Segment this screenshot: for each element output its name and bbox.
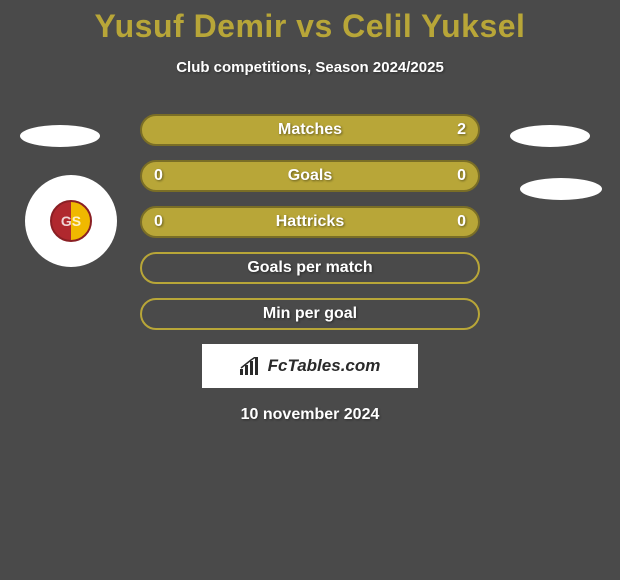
stat-right-value: 2	[457, 121, 466, 139]
stat-label: Min per goal	[263, 305, 357, 323]
stat-row-goals: 0 Goals 0	[140, 160, 480, 192]
stat-right-value: 0	[457, 167, 466, 185]
galatasaray-crest-icon	[50, 200, 92, 242]
stat-label: Goals	[288, 167, 332, 185]
player-left-club-badge	[48, 198, 94, 244]
page-title: Yusuf Demir vs Celil Yuksel	[0, 0, 620, 45]
player-left-avatar-placeholder	[20, 125, 100, 147]
fctables-logo: FcTables.com	[202, 344, 418, 388]
bar-chart-icon	[240, 357, 262, 375]
stat-row-matches: Matches 2	[140, 114, 480, 146]
stat-left-value: 0	[154, 167, 163, 185]
stat-row-goals-per-match: Goals per match	[140, 252, 480, 284]
stat-label: Hattricks	[276, 213, 344, 231]
stats-comparison-table: Matches 2 0 Goals 0 0 Hattricks 0 Goals …	[140, 114, 480, 330]
stat-label: Goals per match	[247, 259, 372, 277]
stat-left-value: 0	[154, 213, 163, 231]
player-right-avatar-placeholder	[510, 125, 590, 147]
stat-label: Matches	[278, 121, 342, 139]
stat-row-hattricks: 0 Hattricks 0	[140, 206, 480, 238]
stat-right-value: 0	[457, 213, 466, 231]
stat-row-min-per-goal: Min per goal	[140, 298, 480, 330]
page-subtitle: Club competitions, Season 2024/2025	[0, 59, 620, 76]
date-label: 10 november 2024	[0, 406, 620, 424]
fctables-logo-text: FcTables.com	[268, 356, 381, 376]
player-right-club-placeholder	[520, 178, 602, 200]
